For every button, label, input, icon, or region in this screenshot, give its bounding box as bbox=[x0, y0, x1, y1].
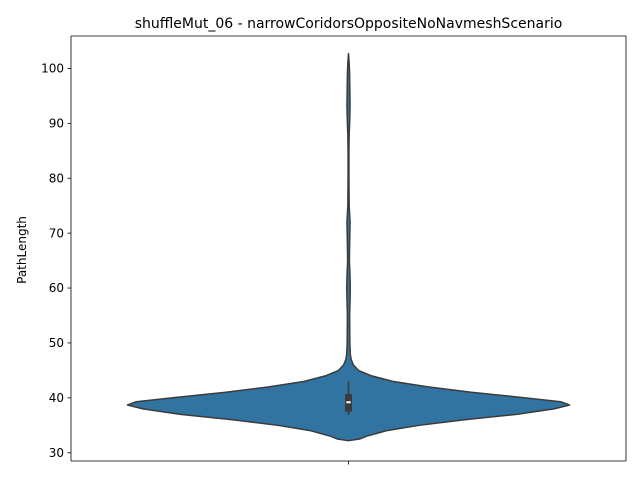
y-tick-label-70: 70 bbox=[49, 226, 64, 240]
y-tick-label-40: 40 bbox=[49, 391, 64, 405]
y-tick-label-30: 30 bbox=[49, 446, 64, 460]
y-tick-label-50: 50 bbox=[49, 336, 64, 350]
y-tick-label-80: 80 bbox=[49, 171, 64, 185]
y-tick-label-60: 60 bbox=[49, 281, 64, 295]
y-tick-label-100: 100 bbox=[41, 62, 64, 76]
y-axis-title: PathLength bbox=[15, 216, 29, 284]
y-tick-label-90: 90 bbox=[49, 117, 64, 131]
violin-body bbox=[126, 52, 571, 442]
chart-title: shuffleMut_06 - narrowCoridorsOppositeNo… bbox=[135, 16, 563, 32]
plot-area: 30 40 50 60 70 80 90 100 bbox=[41, 35, 627, 465]
